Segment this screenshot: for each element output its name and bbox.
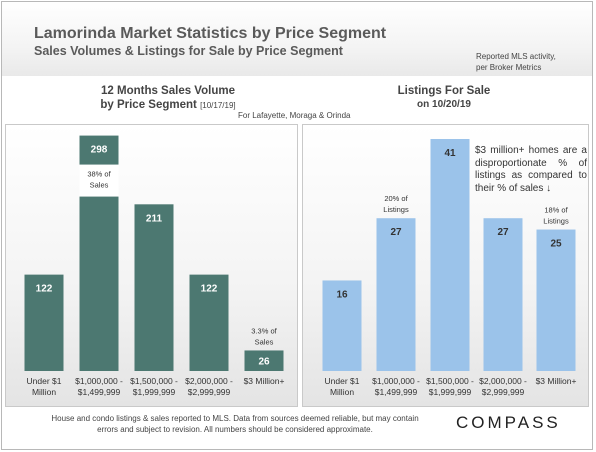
right-data-label-0: 16 [336,289,348,300]
footer-disclaimer: House and condo listings & sales reporte… [51,414,419,434]
mls-note-line1: Reported MLS activity, [476,52,556,61]
right-tick-label-1-0: $1,000,000 - [372,376,420,386]
left-data-label-0: 122 [36,284,53,295]
right-chart-annotation: $3 million+ homes are a disproportionate… [475,145,587,194]
right-annotation-1-1: Listings [543,217,569,226]
left-chart-title-line2-text: by Price Segment [100,99,197,111]
left-tick-label-3-1: $2,999,999 [188,387,231,397]
left-tick-label-1-0: $1,000,000 - [75,376,123,386]
left-chart-title-date: [10/17/19] [200,101,236,110]
right-chart-title-line1: Listings For Sale [397,85,491,97]
header-band [2,2,592,76]
right-data-label-2: 41 [444,148,456,159]
right-tick-label-4-0: $3 Million+ [536,376,577,386]
right-tick-label-1-1: $1,499,999 [375,387,418,397]
right-tick-label-2-1: $1,999,999 [429,387,472,397]
right-bar-2 [430,139,470,371]
mls-note-line2: per Broker Metrics [476,63,542,72]
left-annotation-box-0 [79,164,119,197]
left-annotation-0-0: 38% of [87,170,111,179]
left-bar-3 [189,274,229,371]
page-subtitle: Sales Volumes & Listings for Sale by Pri… [34,44,343,58]
right-data-label-1: 27 [390,227,402,238]
right-bar-4 [536,229,576,371]
left-chart-title: 12 Months Sales Volume by Price Segment … [78,84,258,113]
left-tick-label-2-0: $1,500,000 - [130,376,178,386]
left-bar-0 [24,274,64,371]
right-tick-label-0-1: Million [330,387,354,397]
right-data-label-3: 27 [497,227,509,238]
left-data-label-2: 211 [146,213,163,224]
right-bar-3 [483,218,523,371]
left-bar-2 [134,204,174,371]
right-data-label-4: 25 [550,239,562,250]
area-note: For Lafayette, Moraga & Orinda [238,111,351,120]
right-tick-label-0-0: Under $1 [325,376,360,386]
right-chart-title-line2: on 10/20/19 [417,99,471,110]
left-chart-title-line2: by Price Segment [10/17/19] [78,98,258,113]
right-annotation-1-0: 18% of [544,206,568,215]
left-chart-title-line1: 12 Months Sales Volume [101,85,235,97]
left-data-label-1: 298 [91,145,108,156]
left-bar-4 [244,350,284,371]
mls-note: Reported MLS activity, per Broker Metric… [476,51,556,73]
page-title: Lamorinda Market Statistics by Price Seg… [34,25,387,42]
left-annotation-0-1: Sales [90,181,109,190]
left-tick-label-0-1: Million [32,387,56,397]
left-tick-label-4-0: $3 Million+ [244,376,285,386]
right-tick-label-3-0: $2,000,000 - [479,376,527,386]
right-tick-label-3-1: $2,999,999 [482,387,525,397]
left-tick-label-3-0: $2,000,000 - [185,376,233,386]
right-bar-1 [376,218,416,371]
right-annotation-0-1: Listings [383,205,409,214]
left-data-label-4: 26 [258,357,270,368]
left-data-label-3: 122 [201,284,218,295]
left-annotation-1-0: 3.3% of [251,326,277,335]
right-bar-0 [322,280,362,371]
left-tick-label-0-0: Under $1 [27,376,62,386]
right-tick-label-2-0: $1,500,000 - [426,376,474,386]
left-tick-label-1-1: $1,499,999 [78,387,121,397]
left-tick-label-2-1: $1,999,999 [133,387,176,397]
left-annotation-1-1: Sales [255,337,274,346]
brand-logo: COMPASS [456,413,561,432]
right-chart-title: Listings For Sale on 10/20/19 [384,84,504,112]
right-annotation-0-0: 20% of [384,194,408,203]
